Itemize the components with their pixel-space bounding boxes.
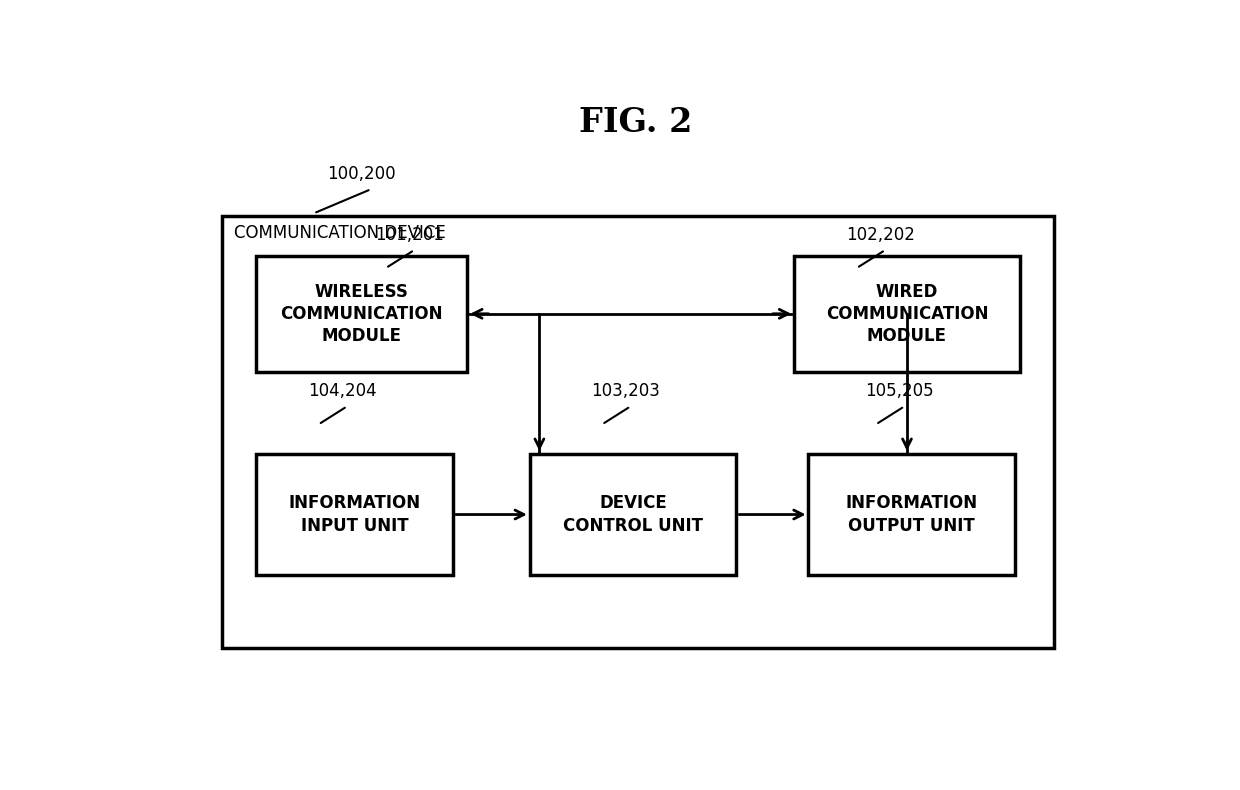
Text: WIRELESS
COMMUNICATION
MODULE: WIRELESS COMMUNICATION MODULE — [280, 283, 443, 345]
Text: 105,205: 105,205 — [866, 382, 934, 401]
Bar — [222, 216, 1054, 649]
Bar — [255, 453, 453, 575]
Text: 104,204: 104,204 — [308, 382, 377, 401]
Text: COMMUNICATION DEVICE: COMMUNICATION DEVICE — [234, 224, 445, 242]
Text: DEVICE
CONTROL UNIT: DEVICE CONTROL UNIT — [563, 495, 703, 535]
Text: 100,200: 100,200 — [327, 165, 396, 183]
Text: WIRED
COMMUNICATION
MODULE: WIRED COMMUNICATION MODULE — [826, 283, 988, 345]
Text: 102,202: 102,202 — [846, 226, 915, 244]
Bar — [808, 453, 1016, 575]
Bar — [529, 453, 737, 575]
Bar — [794, 256, 1021, 371]
Text: 101,201: 101,201 — [376, 226, 444, 244]
Text: INFORMATION
INPUT UNIT: INFORMATION INPUT UNIT — [289, 495, 420, 535]
Bar — [255, 256, 467, 371]
Text: INFORMATION
OUTPUT UNIT: INFORMATION OUTPUT UNIT — [846, 495, 978, 535]
Text: 103,203: 103,203 — [591, 382, 661, 401]
Text: FIG. 2: FIG. 2 — [579, 106, 692, 139]
